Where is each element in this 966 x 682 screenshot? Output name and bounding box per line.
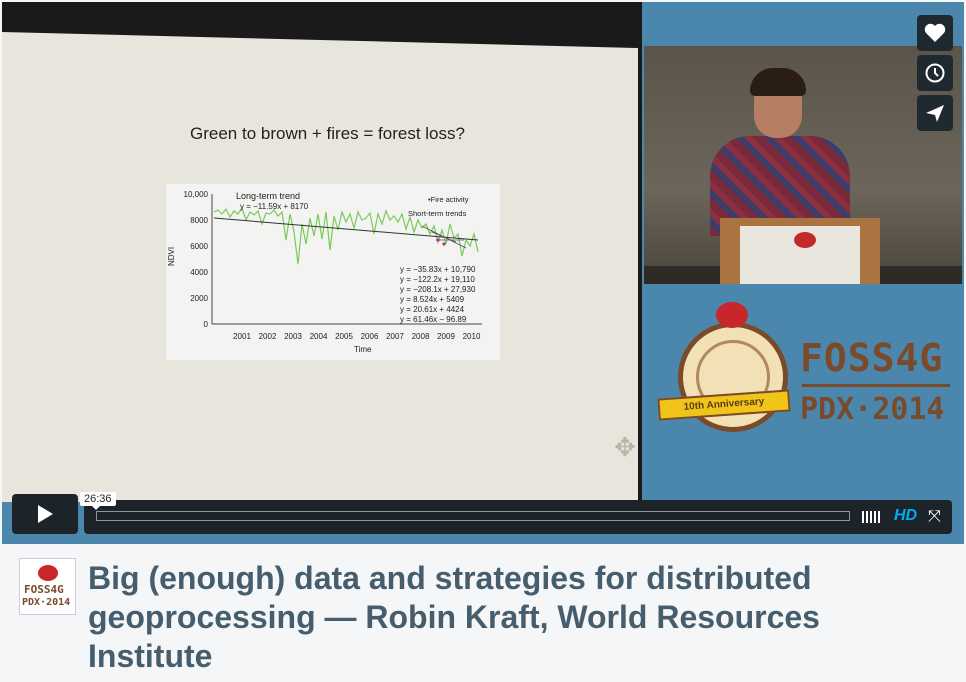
x-tick-label: 2010: [463, 332, 481, 341]
y-tick-label: 6000: [190, 242, 208, 251]
ndvi-chart-svg: 10,000 8000 6000 4000 2000 0 2001 2002 2003 2004…: [167, 190, 482, 354]
x-tick-label: 2001: [233, 332, 251, 341]
short-term-equation: y = −208.1x + 27,930: [400, 285, 476, 294]
fullscreen-icon[interactable]: ⤧: [928, 508, 941, 525]
play-button[interactable]: [12, 494, 78, 534]
y-tick-label: 2000: [190, 294, 208, 303]
short-term-equation: y = −122.2x + 19,110: [400, 275, 475, 284]
x-tick-label: 2006: [361, 332, 379, 341]
hd-toggle[interactable]: HD: [894, 507, 918, 524]
pdx-2014-logo-text: PDX·2014: [800, 392, 945, 427]
long-term-trend-line: [213, 217, 479, 241]
slide-chart: 10,000 8000 6000 4000 2000 0 2001 2002 2003 2004…: [166, 184, 500, 360]
avatar-text-line1: FOSS4G: [24, 583, 64, 596]
x-tick-label: 2004: [310, 332, 328, 341]
ndvi-series-line: [213, 206, 479, 265]
send-icon: [926, 105, 944, 122]
x-tick-label: 2007: [386, 332, 404, 341]
avatar-text-line2: PDX·2014: [22, 597, 71, 608]
heart-icon: [924, 23, 946, 42]
watch-later-button[interactable]: [917, 55, 953, 91]
legend-long-term: Long-term trend: [236, 191, 300, 201]
like-button[interactable]: [917, 15, 953, 51]
long-term-equation: y = −11.59x + 8170: [240, 202, 309, 211]
channel-avatar[interactable]: FOSS4G PDX·2014: [19, 558, 76, 615]
volume-icon[interactable]: [862, 511, 880, 523]
y-tick-label: 0: [204, 320, 209, 329]
legend-fire-activity: •Fire activity: [428, 195, 469, 204]
foss4g-bird-logo: [716, 302, 748, 328]
short-term-equation: y = 61.46x − 96.89: [400, 315, 467, 324]
x-tick-label: 2009: [437, 332, 455, 341]
x-axis-label: Time: [354, 345, 372, 354]
share-button[interactable]: [917, 95, 953, 131]
video-title[interactable]: Big (enough) data and strategies for dis…: [88, 560, 820, 674]
y-tick-label: 10,000: [184, 190, 209, 199]
y-tick-label: 8000: [190, 216, 208, 225]
legend-short-term: Short-term trends: [408, 209, 467, 218]
fire-point: [442, 242, 446, 246]
x-tick-label: 2005: [335, 332, 353, 341]
move-arrows-icon: ✥: [614, 432, 636, 462]
speaker-camera-inset: [644, 46, 962, 284]
video-player[interactable]: Green to brown + fires = forest loss? 10…: [2, 2, 964, 544]
fire-point: [436, 238, 440, 242]
play-icon: [38, 505, 53, 523]
playback-controls: HD ⤧: [84, 500, 952, 534]
x-tick-label: 2003: [284, 332, 302, 341]
podium-bird-logo: [794, 232, 816, 248]
short-term-equation: y = −35.83x + 10,790: [400, 265, 476, 274]
y-tick-label: 4000: [190, 268, 208, 277]
short-term-equation: y = 8.524x + 5409: [400, 295, 465, 304]
progress-bar[interactable]: [96, 511, 850, 521]
timecode-tooltip: 26:36: [80, 492, 116, 510]
x-tick-label: 2002: [259, 332, 277, 341]
slide-title: Green to brown + fires = forest loss?: [190, 124, 465, 143]
bird-icon: [38, 565, 58, 581]
y-axis-label: NDVI: [167, 247, 176, 266]
clock-icon: [925, 63, 945, 83]
short-term-equation: y = 20.61x + 4424: [400, 305, 465, 314]
x-tick-label: 2008: [412, 332, 430, 341]
foss4g-logo-text: FOSS4G: [800, 336, 944, 380]
